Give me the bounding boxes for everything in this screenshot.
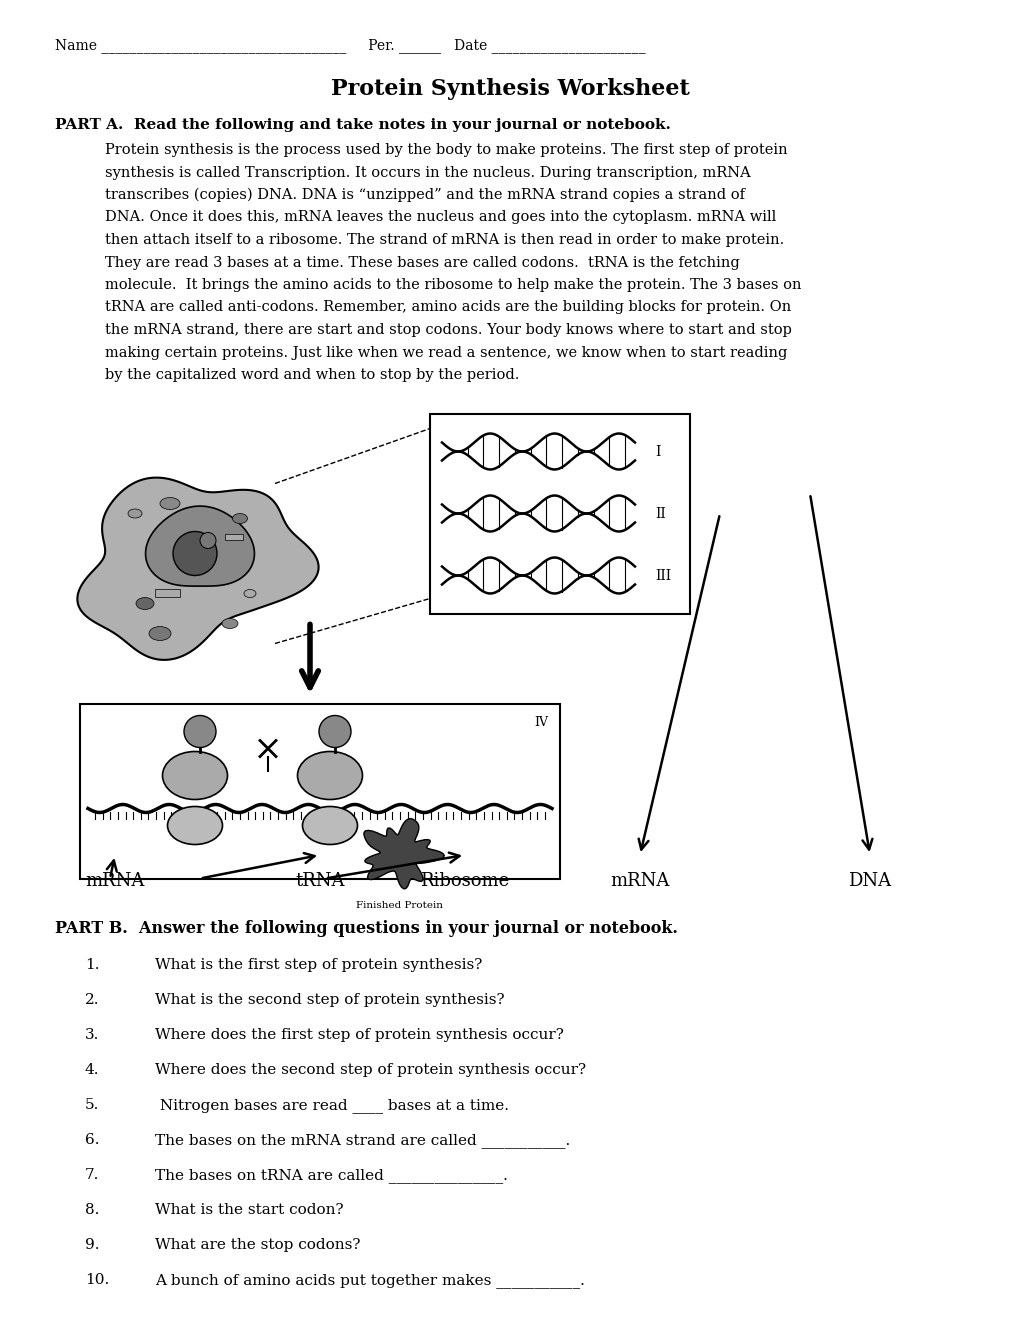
- Text: PART B.  Answer the following questions in your journal or notebook.: PART B. Answer the following questions i…: [55, 920, 678, 937]
- Ellipse shape: [149, 627, 171, 640]
- Text: by the capitalized word and when to stop by the period.: by the capitalized word and when to stop…: [105, 368, 519, 381]
- Bar: [79, 704, 559, 879]
- Text: What is the start codon?: What is the start codon?: [155, 1203, 343, 1217]
- Text: 7.: 7.: [85, 1168, 99, 1181]
- Text: molecule.  It brings the amino acids to the ribosome to help make the protein. T: molecule. It brings the amino acids to t…: [105, 279, 801, 292]
- Ellipse shape: [127, 510, 142, 517]
- Text: What is the second step of protein synthesis?: What is the second step of protein synth…: [155, 993, 504, 1007]
- Text: A bunch of amino acids put together makes ___________.: A bunch of amino acids put together make…: [155, 1272, 584, 1288]
- Ellipse shape: [298, 751, 362, 800]
- Text: They are read 3 bases at a time. These bases are called codons.  tRNA is the fet: They are read 3 bases at a time. These b…: [105, 256, 739, 269]
- Text: mRNA: mRNA: [86, 873, 145, 890]
- Text: 4.: 4.: [85, 1063, 100, 1077]
- Circle shape: [183, 715, 216, 747]
- Text: tRNA are called anti-codons. Remember, amino acids are the building blocks for p: tRNA are called anti-codons. Remember, a…: [105, 301, 791, 314]
- Text: Ribosome: Ribosome: [420, 873, 510, 890]
- Text: 6.: 6.: [85, 1133, 100, 1147]
- Text: Where does the second step of protein synthesis occur?: Where does the second step of protein sy…: [155, 1063, 586, 1077]
- Text: The bases on tRNA are called _______________.: The bases on tRNA are called ___________…: [155, 1168, 507, 1183]
- Text: the mRNA strand, there are start and stop codons. Your body knows where to start: the mRNA strand, there are start and sto…: [105, 323, 791, 337]
- Ellipse shape: [222, 619, 237, 628]
- Text: PART A.  Read the following and take notes in your journal or notebook.: PART A. Read the following and take note…: [55, 117, 671, 132]
- Polygon shape: [77, 478, 318, 660]
- Text: I: I: [654, 445, 659, 458]
- Text: What are the stop codons?: What are the stop codons?: [155, 1238, 360, 1251]
- Text: DNA. Once it does this, mRNA leaves the nucleus and goes into the cytoplasm. mRN: DNA. Once it does this, mRNA leaves the …: [105, 210, 775, 224]
- Text: mRNA: mRNA: [609, 873, 669, 890]
- Ellipse shape: [303, 807, 357, 845]
- Text: synthesis is called Transcription. It occurs in the nucleus. During transcriptio: synthesis is called Transcription. It oc…: [105, 165, 750, 180]
- Text: Where does the first step of protein synthesis occur?: Where does the first step of protein syn…: [155, 1028, 564, 1041]
- Text: making certain proteins. Just like when we read a sentence, we know when to star: making certain proteins. Just like when …: [105, 346, 787, 359]
- Text: 5.: 5.: [85, 1098, 99, 1111]
- Circle shape: [200, 532, 216, 549]
- Ellipse shape: [160, 498, 179, 510]
- Text: Nitrogen bases are read ____ bases at a time.: Nitrogen bases are read ____ bases at a …: [155, 1098, 508, 1113]
- Text: then attach itself to a ribosome. The strand of mRNA is then read in order to ma: then attach itself to a ribosome. The st…: [105, 234, 784, 247]
- Circle shape: [319, 715, 351, 747]
- Polygon shape: [146, 506, 254, 586]
- Bar: [155, 589, 179, 597]
- Circle shape: [173, 532, 217, 576]
- Text: 1.: 1.: [85, 958, 100, 972]
- Text: Name ___________________________________     Per. ______   Date ________________: Name ___________________________________…: [55, 38, 645, 53]
- Bar: [225, 533, 243, 540]
- Bar: [430, 413, 689, 614]
- Ellipse shape: [232, 513, 248, 524]
- Text: Protein synthesis is the process used by the body to make proteins. The first st: Protein synthesis is the process used by…: [105, 143, 787, 157]
- Text: 10.: 10.: [85, 1272, 109, 1287]
- Text: Protein Synthesis Worksheet: Protein Synthesis Worksheet: [330, 78, 689, 100]
- Ellipse shape: [167, 807, 222, 845]
- Ellipse shape: [162, 751, 227, 800]
- Text: DNA: DNA: [848, 873, 891, 890]
- Text: 9.: 9.: [85, 1238, 100, 1251]
- Text: tRNA: tRNA: [294, 873, 344, 890]
- Text: III: III: [654, 569, 671, 582]
- Text: transcribes (copies) DNA. DNA is “unzipped” and the mRNA strand copies a strand : transcribes (copies) DNA. DNA is “unzipp…: [105, 187, 744, 202]
- Text: 3.: 3.: [85, 1028, 99, 1041]
- Text: What is the first step of protein synthesis?: What is the first step of protein synthe…: [155, 958, 482, 972]
- Text: 8.: 8.: [85, 1203, 99, 1217]
- Ellipse shape: [244, 590, 256, 598]
- Polygon shape: [364, 818, 444, 888]
- Text: 2.: 2.: [85, 993, 100, 1007]
- Text: IV: IV: [534, 715, 547, 729]
- Ellipse shape: [136, 598, 154, 610]
- Text: Finished Protein: Finished Protein: [357, 902, 443, 911]
- Text: The bases on the mRNA strand are called ___________.: The bases on the mRNA strand are called …: [155, 1133, 570, 1148]
- Text: II: II: [654, 507, 665, 520]
